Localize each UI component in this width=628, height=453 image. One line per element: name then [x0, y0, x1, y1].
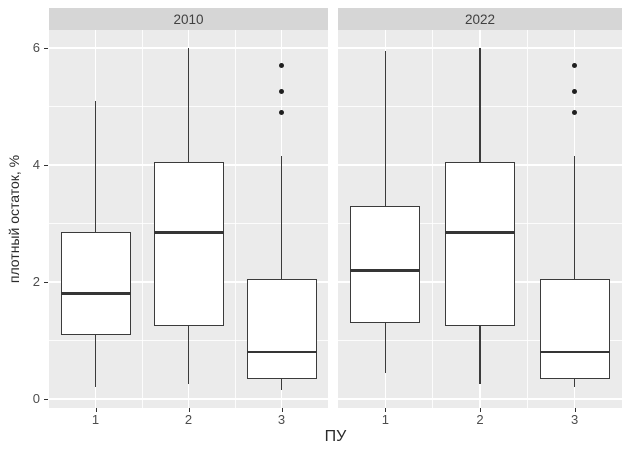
x-tick-label: 1 — [91, 412, 100, 427]
x-tick-mark — [188, 408, 190, 412]
median-line — [60, 292, 131, 295]
median-line — [246, 350, 317, 354]
outlier-point — [279, 109, 284, 115]
median-line — [445, 230, 515, 234]
boxplot-2022-1 — [338, 30, 622, 408]
whisker-upper — [187, 48, 190, 163]
y-tick-label: 6 — [32, 40, 40, 55]
facet-panel-2010 — [49, 30, 328, 408]
box-rect — [445, 162, 515, 326]
x-tick-label: 3 — [571, 412, 579, 427]
whisker-lower — [187, 325, 190, 385]
x-tick-label: 1 — [381, 412, 389, 427]
x-tick-mark — [281, 408, 283, 412]
box-rect — [153, 162, 224, 326]
facet-strip-label: 2010 — [173, 11, 204, 27]
box-rect — [60, 232, 131, 335]
whisker-upper — [384, 50, 387, 206]
whisker-upper — [479, 48, 481, 163]
x-tick-mark — [574, 408, 576, 412]
x-tick-mark — [385, 408, 387, 412]
x-tick-label: 2 — [184, 412, 193, 427]
y-tick-label: 0 — [32, 391, 40, 406]
y-tick-mark — [44, 282, 48, 283]
boxplot-2010-1 — [49, 30, 328, 408]
gridline-minor-v — [526, 30, 528, 408]
facet-strip-2022: 2022 — [338, 8, 622, 30]
outlier-point — [572, 89, 578, 95]
whisker-lower — [94, 334, 97, 388]
y-tick-label: 4 — [32, 157, 40, 172]
y-tick-mark — [44, 399, 48, 400]
x-tick-label: 2 — [476, 412, 484, 427]
outlier-point — [572, 109, 578, 115]
boxplot-2022-2 — [338, 30, 622, 408]
box-rect — [350, 205, 421, 323]
gridline-minor-v — [141, 30, 143, 408]
y-tick-mark — [44, 48, 48, 49]
y-tick-label: 2 — [32, 274, 40, 289]
whisker-lower — [280, 378, 283, 391]
median-line — [153, 230, 224, 234]
outlier-point — [279, 89, 284, 95]
boxplot-2010-3 — [49, 30, 328, 408]
facet-panel-2022 — [338, 30, 622, 408]
x-axis-title: ПУ — [324, 428, 347, 445]
outlier-point — [572, 63, 578, 69]
gridline-minor-v — [234, 30, 236, 408]
facet-strip-label: 2022 — [464, 11, 496, 27]
whisker-lower — [573, 378, 576, 388]
x-tick-label: 3 — [277, 412, 286, 427]
whisker-upper — [573, 156, 576, 280]
whisker-upper — [280, 156, 283, 280]
x-tick-mark — [480, 408, 481, 412]
boxplot-2010-2 — [49, 30, 328, 408]
outlier-point — [279, 63, 284, 69]
facet-strip-2010: 2010 — [49, 8, 328, 30]
whisker-lower — [479, 325, 481, 385]
median-line — [350, 269, 421, 272]
boxplot-2022-3 — [338, 30, 622, 408]
median-line — [539, 350, 610, 354]
y-tick-mark — [44, 165, 48, 166]
box-rect — [539, 279, 610, 379]
whisker-upper — [94, 100, 97, 233]
x-tick-mark — [95, 408, 97, 412]
box-rect — [246, 279, 317, 379]
gridline-minor-v — [432, 30, 434, 408]
whisker-lower — [384, 322, 387, 373]
